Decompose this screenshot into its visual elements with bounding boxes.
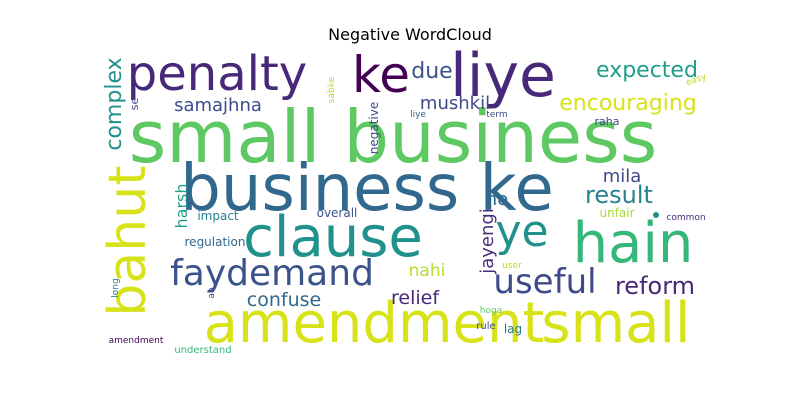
word-useful: useful: [493, 262, 596, 302]
word-reform: reform: [615, 272, 695, 300]
word-result: result: [585, 181, 653, 209]
word-expected: expected: [596, 58, 698, 83]
word-common: common: [666, 213, 705, 223]
word-overall: overall: [317, 206, 358, 220]
word-se: se: [128, 98, 141, 111]
word-unfair: unfair: [599, 206, 634, 220]
word-confuse: confuse: [247, 289, 321, 311]
word-bahut: bahut: [98, 165, 158, 316]
word-small-business: small business: [129, 95, 657, 179]
word-ab: ab: [207, 287, 217, 299]
chart-title: Negative WordCloud: [328, 25, 492, 44]
word-negative: negative: [367, 102, 381, 154]
word-raha: raha: [595, 115, 620, 128]
word-due: due: [411, 59, 452, 84]
word-samajhna: samajhna: [174, 95, 262, 116]
word-liye: liye: [450, 41, 556, 111]
word-penalty: penalty: [127, 46, 307, 102]
word-small: small: [541, 291, 690, 356]
word-amendment: amendment: [204, 291, 545, 356]
word-lag: lag: [504, 322, 522, 336]
word-mila: mila: [603, 166, 642, 187]
word-user: user: [502, 261, 522, 271]
word-mushkil: mushkil: [420, 93, 490, 114]
word-hain: hain: [573, 211, 694, 276]
word-complex: complex: [102, 57, 127, 150]
word-amendment: amendment: [109, 336, 164, 346]
word-ye: ye: [495, 206, 548, 257]
word-sabke: sabke: [327, 76, 337, 103]
word-encouraging: encouraging: [559, 91, 697, 116]
word-business-ke: business ke: [180, 152, 553, 226]
word-clause: clause: [243, 205, 423, 270]
word-impact: impact: [197, 209, 239, 223]
word-rule: rule: [476, 321, 495, 332]
word-understand: understand: [174, 345, 231, 356]
word-jayengi: jayengi: [477, 208, 498, 275]
word-long: long: [111, 278, 121, 297]
word-liye: liye: [410, 110, 426, 120]
word-regulation: regulation: [185, 235, 246, 249]
word-faydemand: faydemand: [170, 253, 374, 294]
word-harsh: harsh: [172, 184, 191, 229]
word-term: term: [486, 110, 507, 120]
word-nahi: nahi: [409, 261, 446, 281]
word-ke: ke: [352, 46, 410, 104]
word-hoga: hoga: [480, 306, 502, 316]
word-relief: relief: [391, 287, 440, 309]
word-ho: ho: [486, 189, 508, 210]
word-dot-mark: [653, 212, 659, 218]
